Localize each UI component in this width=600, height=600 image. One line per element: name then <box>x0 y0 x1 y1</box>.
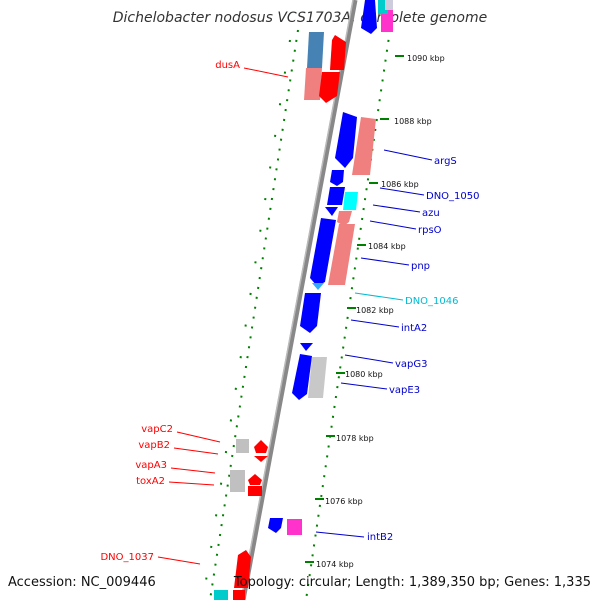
gene-feature-dusA <box>319 72 340 103</box>
gene-feature-intA2 <box>300 293 321 333</box>
leader-line <box>170 467 216 474</box>
accession-text: Accession: NC_009446 <box>8 575 156 590</box>
tick-label: 1086 kbp <box>381 180 419 189</box>
leader-line <box>350 319 400 328</box>
gene-label-DNO_1037: DNO_1037 <box>100 552 154 563</box>
leader-line <box>383 149 433 161</box>
gene-feature-top-blue <box>361 0 377 34</box>
gene-feature-vapA3 <box>230 470 245 492</box>
gene-feature-DNO_1050 <box>330 170 344 186</box>
gene-feature-vapB2-arrow <box>254 440 268 453</box>
tick-label: 1078 kbp <box>336 434 374 443</box>
genome-backbone <box>240 0 358 600</box>
inner-dotted-track <box>209 29 299 600</box>
backbone-line <box>240 0 358 600</box>
gene-label-rpsO: rpsO <box>418 225 442 236</box>
gene-feature-steelblue <box>307 32 324 68</box>
gene-label-vapE3: vapE3 <box>389 385 420 396</box>
gene-feature-vapE3-blue <box>292 354 312 400</box>
leader-line <box>360 257 410 266</box>
leader-line <box>243 67 289 78</box>
gene-label-vapC2: vapC2 <box>141 424 173 435</box>
gene-features <box>214 0 393 600</box>
outer-dotted-track <box>305 29 391 600</box>
gene-label-pnp: pnp <box>411 261 430 272</box>
leader-line <box>344 354 394 364</box>
gene-feature-intB2 <box>287 519 302 535</box>
gene-feature-azu <box>343 192 358 210</box>
tick-label: 1080 kbp <box>345 370 383 379</box>
gene-label-intB2: intB2 <box>367 532 393 543</box>
leader-line <box>369 220 417 230</box>
leader-line <box>168 481 215 486</box>
gene-label-DNO_1050: DNO_1050 <box>426 191 480 202</box>
gene-label-intA2: intA2 <box>401 323 427 334</box>
gene-feature-salmon-small <box>337 211 352 226</box>
inner-tick-track <box>202 39 291 600</box>
gene-label-azu: azu <box>422 208 440 219</box>
gene-feature-DNO_1037 <box>234 550 251 588</box>
gene-labels: dusA argS DNO_1050 azu rpsO pnp DNO_1046… <box>100 60 480 565</box>
gene-feature-DNO_1046 <box>312 283 324 290</box>
gene-feature-rpsO <box>325 207 338 216</box>
gene-feature-salmon-dusA <box>304 68 322 100</box>
tick-label: 1082 kbp <box>356 306 394 315</box>
scale-ticks: 1090 kbp 1088 kbp 1086 kbp 1084 kbp 1082… <box>305 54 445 569</box>
gene-label-vapB2: vapB2 <box>138 440 170 451</box>
topology-summary: Topology: circular; Length: 1,389,350 bp… <box>233 575 591 590</box>
backbone-highlight <box>240 0 354 600</box>
gene-feature-red <box>330 35 346 70</box>
tick-label: 1088 kbp <box>394 117 432 126</box>
gene-feature-top-cyan <box>378 0 388 14</box>
gene-feature-salmon-large <box>328 224 355 285</box>
tick-label: 1090 kbp <box>407 54 445 63</box>
gene-label-vapG3: vapG3 <box>395 359 428 370</box>
gene-feature-blue-large <box>335 112 357 168</box>
gene-label-DNO_1046: DNO_1046 <box>405 296 459 307</box>
gene-label-vapA3: vapA3 <box>135 460 167 471</box>
gene-feature-blue-small <box>327 187 345 205</box>
map-title: Dichelobacter nodosus VCS1703A, complete… <box>113 10 487 26</box>
gene-label-dusA: dusA <box>215 60 240 71</box>
gene-feature-pnp <box>310 218 336 286</box>
gene-feature-vapB2 <box>254 456 268 462</box>
leader-line <box>315 531 365 538</box>
leader-line <box>157 556 201 565</box>
gene-feature-bottom-cyan <box>214 590 228 600</box>
gene-label-toxA2: toxA2 <box>136 476 165 487</box>
gene-feature-toxA2-arrow <box>248 474 262 485</box>
gene-feature-top-gray <box>385 0 393 10</box>
gene-feature-toxA2 <box>248 486 262 496</box>
leader-line <box>372 204 421 213</box>
tick-label: 1076 kbp <box>325 497 363 506</box>
gene-label-argS: argS <box>434 156 457 167</box>
tick-label: 1084 kbp <box>368 242 406 251</box>
leader-line <box>173 447 219 455</box>
leader-line <box>354 292 404 301</box>
leader-line <box>340 382 388 390</box>
tick-label: 1074 kbp <box>316 560 354 569</box>
dotted-tracks <box>202 29 391 600</box>
gene-feature-vapC2 <box>236 439 249 453</box>
gene-feature-argS <box>352 117 376 175</box>
gene-feature-vapG3 <box>300 343 313 351</box>
gene-feature-bottom-red <box>233 590 245 600</box>
gene-feature-vapE3 <box>308 357 327 398</box>
gene-feature-intB2-arrow <box>268 518 283 533</box>
leader-line <box>379 187 425 196</box>
leader-line <box>176 431 221 443</box>
